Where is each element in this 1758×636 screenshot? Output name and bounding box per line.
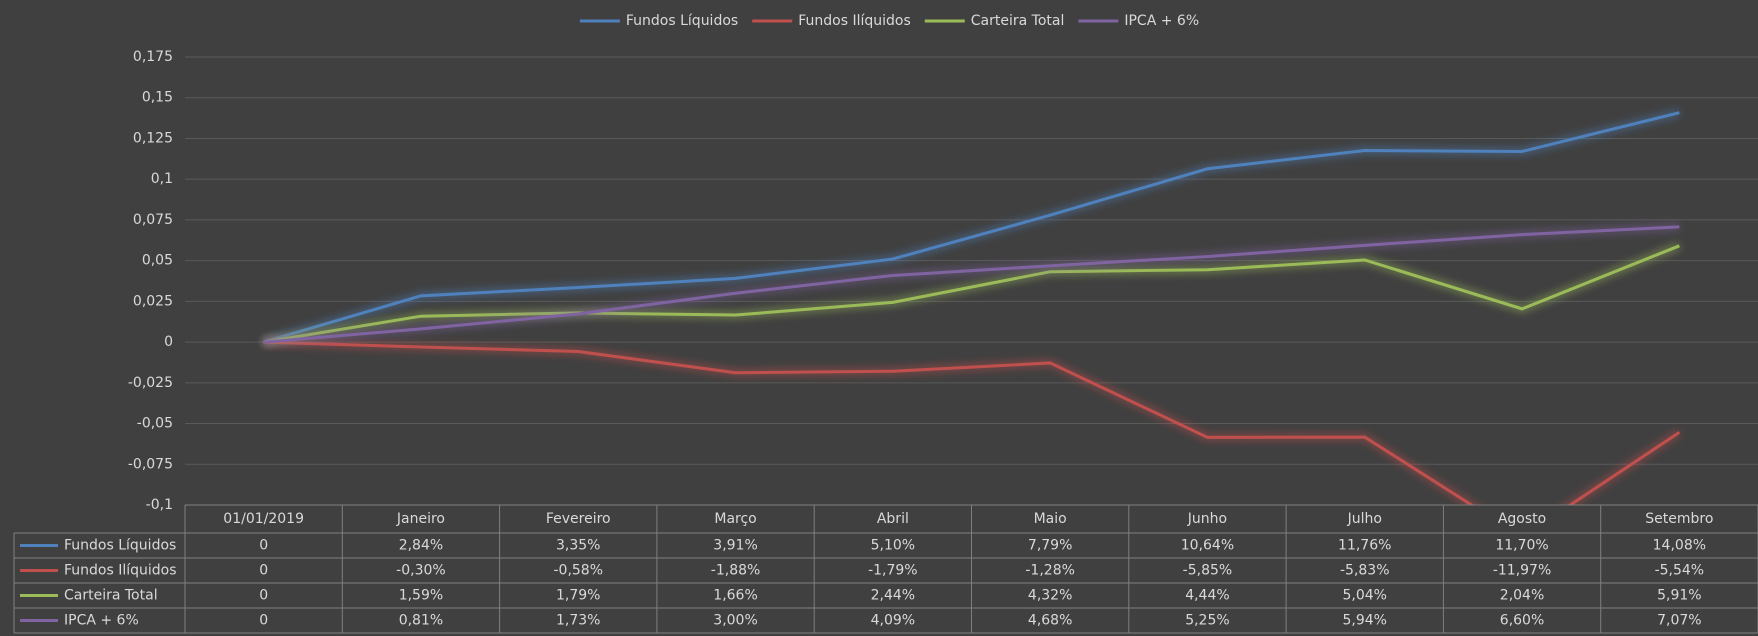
table-cell: 3,00%: [713, 613, 757, 629]
y-tick-label: -0,025: [128, 375, 173, 391]
table-cell: 7,07%: [1657, 613, 1701, 629]
x-tick-label: Setembro: [1645, 511, 1713, 527]
table-cell: 10,64%: [1181, 538, 1234, 554]
table-cell: 2,44%: [871, 588, 915, 604]
x-tick-label: Janeiro: [396, 511, 445, 527]
y-tick-label: 0,125: [133, 130, 173, 146]
table-cell: 1,73%: [556, 613, 600, 629]
table-cell: -1,79%: [868, 563, 918, 579]
y-tick-label: 0,15: [142, 90, 173, 106]
table-row-label: Carteira Total: [64, 588, 158, 604]
legend: Fundos Líquidos Fundos Ilíquidos Carteira …: [579, 13, 1199, 29]
table-cell: 11,70%: [1495, 538, 1548, 554]
table-cell: 4,44%: [1185, 588, 1229, 604]
y-tick-label: 0,175: [133, 49, 173, 65]
y-tick-label: -0,075: [128, 456, 173, 472]
series-group: [263, 222, 1680, 347]
y-tick-label: 0,075: [133, 212, 173, 228]
x-tick-label: Junho: [1187, 511, 1227, 527]
table-cell: 5,91%: [1657, 588, 1701, 604]
y-tick-label: 0: [164, 334, 173, 350]
table-cell: 7,79%: [1028, 538, 1072, 554]
x-tick-label: Maio: [1034, 511, 1067, 527]
table-cell: 3,35%: [556, 538, 600, 554]
table-cell: 4,68%: [1028, 613, 1072, 629]
series-group: [262, 108, 1681, 346]
x-tick-label: 01/01/2019: [223, 511, 304, 527]
x-tick-label: Agosto: [1498, 511, 1546, 527]
table-cell: 2,04%: [1500, 588, 1544, 604]
series-group: [263, 338, 1682, 505]
table-cell: 3,91%: [713, 538, 757, 554]
table-cell: 5,25%: [1185, 613, 1229, 629]
y-tick-label: -0,05: [137, 416, 173, 432]
table-cell: -11,97%: [1493, 563, 1551, 579]
table-row-label: Fundos Ilíquidos: [64, 563, 177, 579]
x-tick-label: Fevereiro: [546, 511, 611, 527]
x-tick-label: Março: [714, 511, 756, 527]
table-cell: -0,30%: [396, 563, 446, 579]
table-cell: -5,54%: [1655, 563, 1705, 579]
y-tick-label: 0,1: [151, 171, 173, 187]
table-cell: 5,10%: [871, 538, 915, 554]
y-tick-label: 0,05: [142, 253, 173, 269]
table-cell: 6,60%: [1500, 613, 1544, 629]
table-cell: 4,32%: [1028, 588, 1072, 604]
table-cell: 0: [259, 538, 268, 554]
table-cell: -5,85%: [1183, 563, 1233, 579]
x-tick-label: Abril: [877, 511, 909, 527]
legend-label: Carteira Total: [971, 13, 1065, 29]
line: [263, 111, 1680, 344]
table-cell: 1,66%: [713, 588, 757, 604]
line: [263, 225, 1680, 344]
x-tick-label: Julho: [1347, 511, 1382, 527]
table-cell: 5,94%: [1343, 613, 1387, 629]
table-row-label: IPCA + 6%: [64, 613, 139, 629]
table-cell: 5,04%: [1343, 588, 1387, 604]
table-cell: 0: [259, 613, 268, 629]
line: [263, 340, 1681, 505]
table-cell: 0,81%: [399, 613, 443, 629]
y-tick-label: 0,025: [133, 293, 173, 309]
table-cell: 14,08%: [1653, 538, 1706, 554]
legend-label: Fundos Ilíquidos: [798, 13, 911, 29]
table-cell: 4,09%: [871, 613, 915, 629]
table-cell: 0: [259, 563, 268, 579]
table-cell: 1,59%: [399, 588, 443, 604]
line: [263, 244, 1680, 344]
legend-label: Fundos Líquidos: [626, 13, 738, 29]
series-group: [263, 242, 1681, 347]
table-cell: -5,83%: [1340, 563, 1390, 579]
table-row-label: Fundos Líquidos: [64, 538, 176, 554]
table-cell: 1,79%: [556, 588, 600, 604]
y-tick-label: -0,1: [146, 497, 173, 513]
legend-label: IPCA + 6%: [1124, 13, 1199, 29]
table-cell: -0,58%: [553, 563, 603, 579]
table-cell: 0: [259, 588, 268, 604]
table-cell: 11,76%: [1338, 538, 1391, 554]
table-cell: -1,28%: [1025, 563, 1075, 579]
table-cell: -1,88%: [711, 563, 761, 579]
table-cell: 2,84%: [399, 538, 443, 554]
